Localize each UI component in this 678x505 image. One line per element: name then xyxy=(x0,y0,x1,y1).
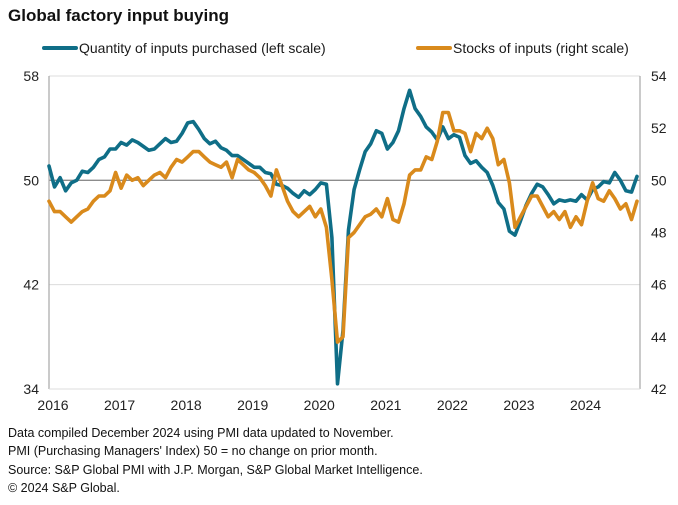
legend-item-stocks: Stocks of inputs (right scale) xyxy=(416,40,629,56)
legend-item-quantity: Quantity of inputs purchased (left scale… xyxy=(42,40,326,56)
legend-swatch-stocks xyxy=(416,46,452,50)
x-tick-label: 2023 xyxy=(503,397,534,413)
x-tick-label: 2020 xyxy=(304,397,335,413)
left-tick-label: 58 xyxy=(23,68,39,84)
right-tick-label: 52 xyxy=(651,120,667,136)
right-tick-label: 50 xyxy=(651,172,667,188)
x-tick-label: 2024 xyxy=(570,397,601,413)
footer-notes: Data compiled December 2024 using PMI da… xyxy=(8,424,423,497)
x-tick-label: 2016 xyxy=(37,397,68,413)
x-tick-label: 2018 xyxy=(171,397,202,413)
left-tick-label: 50 xyxy=(23,172,39,188)
legend-label-quantity: Quantity of inputs purchased (left scale… xyxy=(79,40,326,56)
footer-line-copyright: © 2024 S&P Global. xyxy=(8,480,120,495)
right-tick-label: 46 xyxy=(651,277,667,293)
tick-labels: 34 42 50 58 42 44 46 48 50 52 54 2016 2017 2018 2019 20… xyxy=(23,68,666,413)
right-tick-label: 42 xyxy=(651,381,667,397)
left-tick-label: 42 xyxy=(23,277,39,293)
footer-line-pmi-definition: PMI (Purchasing Managers' Index) 50 = no… xyxy=(8,444,378,459)
left-tick-label: 34 xyxy=(23,381,39,397)
legend-label-stocks: Stocks of inputs (right scale) xyxy=(453,40,629,56)
right-tick-label: 48 xyxy=(651,225,667,241)
axes xyxy=(48,76,641,390)
footer-line-data-compiled: Data compiled December 2024 using PMI da… xyxy=(8,426,394,440)
footer-line-source: Source: S&P Global PMI with J.P. Morgan,… xyxy=(8,462,423,477)
x-tick-label: 2017 xyxy=(104,397,135,413)
x-tick-label: 2019 xyxy=(237,397,268,413)
series-line-stocks-of-inputs xyxy=(47,110,639,344)
chart-plot: 34 42 50 58 42 44 46 48 50 52 54 2016 2017 2018 2019 20… xyxy=(23,68,666,413)
series-line-quantity-purchased xyxy=(47,88,639,386)
chart-title: Global factory input buying xyxy=(8,6,229,25)
series-lines xyxy=(47,88,639,386)
right-tick-label: 44 xyxy=(651,329,667,345)
x-tick-label: 2021 xyxy=(370,397,401,413)
legend-swatch-quantity xyxy=(42,46,78,50)
right-tick-label: 54 xyxy=(651,68,667,84)
x-tick-label: 2022 xyxy=(437,397,468,413)
